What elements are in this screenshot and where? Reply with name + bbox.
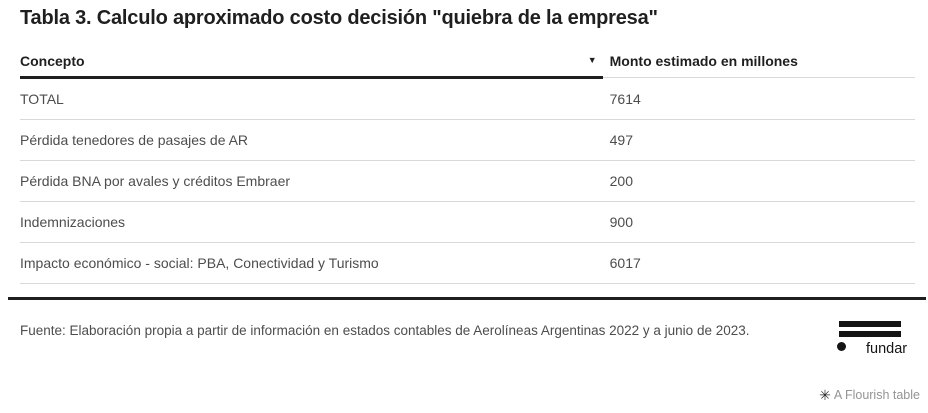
fundar-logo-wordmark: fundar	[866, 341, 908, 357]
row-monto-cell: 7614	[609, 91, 641, 107]
row-concepto-cell: Impacto económico - social: PBA, Conecti…	[20, 255, 379, 271]
table-bottom-border	[8, 297, 926, 300]
source-note: Fuente: Elaboración propia a partir de i…	[20, 323, 750, 338]
header-divider-dark-segment	[20, 76, 603, 79]
column-header-concepto-label: Concepto	[20, 52, 85, 69]
fundar-logo-dot	[837, 342, 846, 351]
flourish-credit-label: A Flourish table	[833, 388, 920, 402]
row-monto-cell: 200	[609, 173, 633, 189]
row-concepto-cell: TOTAL	[20, 91, 64, 107]
table-row: Indemnizaciones 900	[20, 202, 915, 243]
row-concepto-cell: Pérdida BNA por avales y créditos Embrae…	[20, 173, 291, 189]
row-concepto-cell: Pérdida tenedores de pasajes de AR	[20, 132, 249, 148]
data-table: Concepto ▼ Monto estimado en millones TO…	[8, 45, 926, 300]
fundar-logo: fundar	[837, 315, 915, 363]
fundar-logo-bar-top	[839, 321, 901, 327]
header-divider	[20, 76, 915, 79]
header-divider-light-segment	[602, 77, 915, 78]
table-footer: Fuente: Elaboración propia a partir de i…	[20, 315, 915, 363]
row-concepto-cell: Indemnizaciones	[20, 214, 126, 230]
row-monto-cell: 6017	[609, 255, 641, 271]
table-end-spacer	[20, 284, 915, 297]
table-row: TOTAL 7614	[20, 79, 915, 120]
table-row: Pérdida BNA por avales y créditos Embrae…	[20, 161, 915, 202]
page-title: Tabla 3. Calculo aproximado costo decisi…	[20, 7, 658, 29]
flourish-icon: ✳	[819, 387, 831, 403]
sort-descending-icon[interactable]: ▼	[587, 55, 597, 65]
table-row: Impacto económico - social: PBA, Conecti…	[20, 243, 915, 284]
fundar-logo-bar-bottom	[839, 331, 901, 337]
row-monto-cell: 497	[609, 132, 633, 148]
column-header-concepto[interactable]: Concepto ▼	[20, 53, 603, 69]
row-monto-cell: 900	[609, 214, 633, 230]
table-header-row: Concepto ▼ Monto estimado en millones	[20, 45, 915, 76]
column-header-monto[interactable]: Monto estimado en millones	[609, 52, 798, 69]
table-row: Pérdida tenedores de pasajes de AR 497	[20, 120, 915, 161]
flourish-credit-link[interactable]: ✳ A Flourish table	[819, 388, 920, 402]
